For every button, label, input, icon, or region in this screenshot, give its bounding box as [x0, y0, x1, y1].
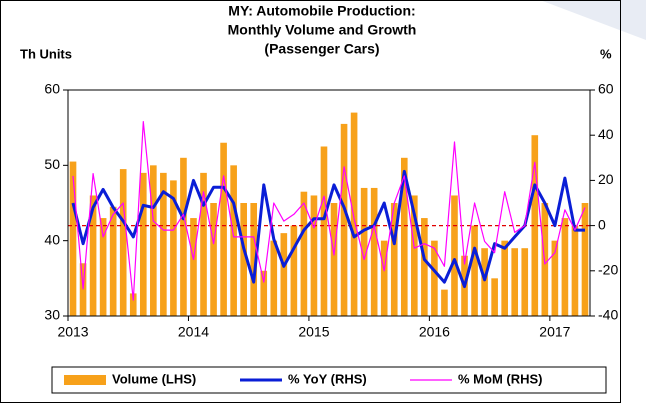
- bar: [250, 203, 258, 316]
- y2-axis-label: %: [600, 46, 612, 61]
- bar: [411, 195, 418, 316]
- bar: [260, 270, 268, 316]
- bar: [280, 233, 288, 316]
- bar: [109, 206, 117, 316]
- y-tick-label: 60: [44, 81, 60, 97]
- bar: [240, 203, 247, 316]
- y-axis-label: Th Units: [20, 46, 72, 61]
- legend-label: % YoY (RHS): [288, 371, 367, 386]
- bar: [501, 240, 508, 316]
- bar: [350, 112, 358, 316]
- legend-label: Volume (LHS): [112, 371, 196, 386]
- bar: [340, 123, 348, 317]
- y2-tick-label: 20: [598, 171, 614, 187]
- bar: [511, 248, 519, 316]
- bar: [180, 157, 187, 316]
- y-tick-label: 30: [44, 307, 60, 323]
- bar: [451, 195, 458, 316]
- bar: [160, 172, 167, 316]
- legend-swatch: [64, 375, 106, 385]
- bar: [551, 240, 559, 316]
- x-tick-label: 2013: [57, 324, 88, 340]
- bar: [330, 203, 338, 316]
- chart-title: Monthly Volume and Growth: [228, 22, 417, 38]
- chart-title: (Passenger Cars): [264, 41, 379, 57]
- bar: [491, 278, 498, 316]
- bar: [230, 165, 237, 316]
- bar: [431, 240, 438, 316]
- bar: [220, 142, 227, 316]
- line-series: [72, 121, 586, 301]
- legend: [51, 366, 607, 394]
- bar: [421, 218, 428, 316]
- bar: [69, 161, 77, 316]
- bar: [270, 240, 278, 316]
- legend-label: % MoM (RHS): [458, 371, 543, 386]
- bar: [300, 191, 308, 316]
- y-tick-label: 50: [44, 156, 60, 172]
- bar: [471, 225, 478, 316]
- bar: [481, 248, 488, 316]
- bar: [310, 195, 318, 316]
- y2-tick-label: -20: [598, 262, 618, 278]
- bar: [581, 203, 589, 316]
- bar: [531, 135, 539, 316]
- bar: [441, 289, 448, 316]
- line-series: [71, 169, 585, 289]
- corner-decoration: [540, 0, 646, 40]
- bar: [210, 203, 217, 316]
- chart-title: MY: Automobile Production:: [228, 3, 415, 19]
- bar: [190, 218, 197, 316]
- bar: [99, 218, 107, 316]
- bar: [170, 180, 177, 316]
- x-tick-label: 2017: [539, 324, 570, 340]
- bar: [290, 225, 298, 316]
- bar: [119, 169, 127, 316]
- x-tick-label: 2016: [419, 324, 450, 340]
- bar: [561, 218, 569, 316]
- bar: [150, 165, 157, 316]
- bar: [360, 187, 368, 316]
- y2-tick-label: -40: [598, 307, 618, 323]
- bar: [380, 240, 388, 316]
- x-tick-label: 2014: [178, 324, 209, 340]
- plot-frame: [67, 89, 591, 317]
- y-tick-label: 40: [44, 231, 60, 247]
- bar: [320, 146, 328, 316]
- bar: [200, 172, 207, 316]
- bar: [129, 293, 137, 316]
- y2-tick-label: 40: [598, 126, 614, 142]
- bar: [139, 172, 147, 316]
- bar: [400, 157, 408, 316]
- y2-tick-label: 60: [598, 81, 614, 97]
- y2-tick-label: 0: [598, 216, 606, 232]
- bar: [521, 248, 529, 316]
- x-tick-label: 2015: [298, 324, 329, 340]
- bar: [89, 195, 97, 316]
- bar: [79, 263, 87, 316]
- bar: [370, 187, 378, 316]
- bar: [390, 203, 398, 316]
- bar: [571, 225, 579, 316]
